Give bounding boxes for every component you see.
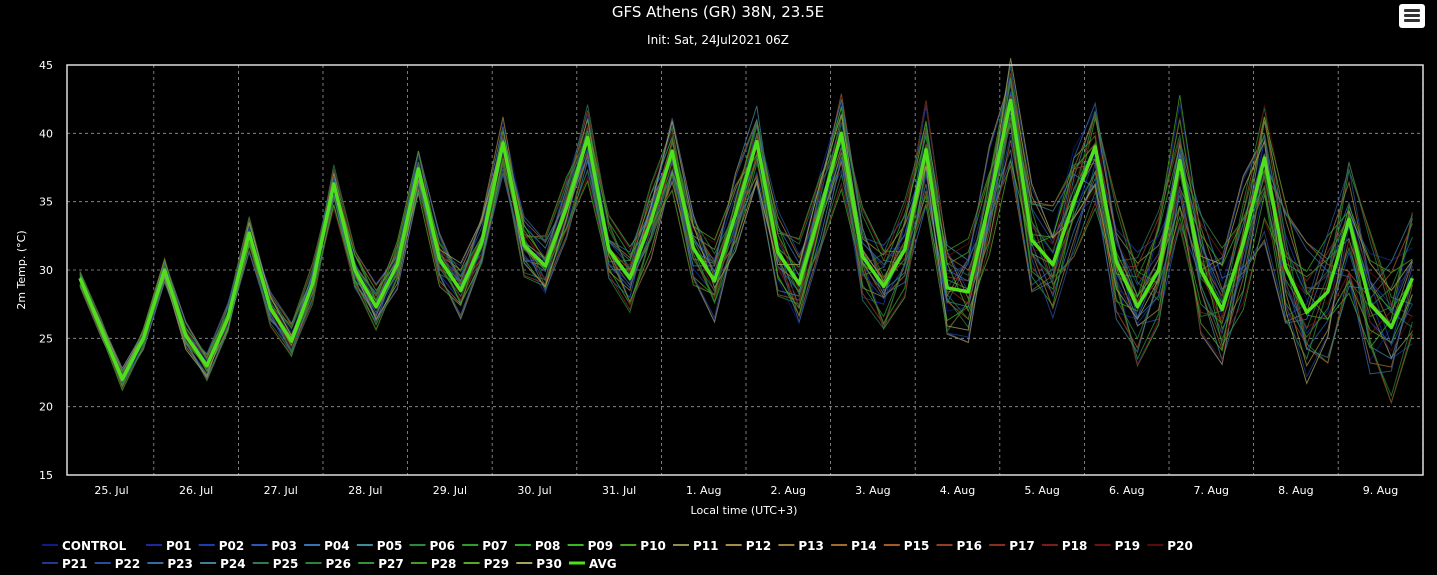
- series-line-p01: [79, 90, 1413, 387]
- plot-frame: [66, 64, 1424, 476]
- legend-item-p19[interactable]: P19: [1115, 539, 1141, 553]
- legend-item-p05[interactable]: P05: [377, 539, 403, 553]
- x-tick-label: 4. Aug: [940, 484, 975, 497]
- legend-item-p18[interactable]: P18: [1062, 539, 1088, 553]
- legend-item-p20[interactable]: P20: [1167, 539, 1193, 553]
- legend-item-avg[interactable]: AVG: [589, 557, 617, 571]
- series-line-p24: [79, 99, 1413, 380]
- x-tick-label: 26. Jul: [179, 484, 213, 497]
- legend-item-p01[interactable]: P01: [166, 539, 192, 553]
- legend-item-p15[interactable]: P15: [904, 539, 930, 553]
- y-tick-label: 40: [39, 127, 53, 140]
- x-tick-label: 25. Jul: [94, 484, 128, 497]
- hamburger-icon: [1404, 9, 1420, 12]
- x-tick-label: 1. Aug: [686, 484, 721, 497]
- legend-item-p26[interactable]: P26: [326, 557, 352, 571]
- legend-item-p11[interactable]: P11: [693, 539, 719, 553]
- legend-item-p21[interactable]: P21: [62, 557, 88, 571]
- legend-item-p28[interactable]: P28: [431, 557, 457, 571]
- legend-item-p22[interactable]: P22: [115, 557, 141, 571]
- x-tick-label: 7. Aug: [1194, 484, 1229, 497]
- y-tick-label: 30: [39, 264, 53, 277]
- x-tick-label: 9. Aug: [1363, 484, 1398, 497]
- series-line-avg: [78, 98, 1415, 382]
- x-tick-label: 6. Aug: [1109, 484, 1144, 497]
- x-tick-label: 3. Aug: [855, 484, 890, 497]
- y-axis-ticks: 15 20 25 30 35 40 45: [39, 59, 53, 482]
- x-tick-label: 31. Jul: [602, 484, 636, 497]
- legend-item-p03[interactable]: P03: [271, 539, 297, 553]
- chart-menu-button[interactable]: [1399, 4, 1425, 28]
- x-tick-label: 30. Jul: [517, 484, 551, 497]
- x-tick-label: 2. Aug: [771, 484, 806, 497]
- legend-item-p10[interactable]: P10: [640, 539, 666, 553]
- legend-item-p24[interactable]: P24: [220, 557, 246, 571]
- legend-item-p16[interactable]: P16: [957, 539, 983, 553]
- legend-item-p14[interactable]: P14: [851, 539, 877, 553]
- series-line-p28: [79, 119, 1413, 392]
- series-line-p27: [79, 78, 1413, 377]
- legend-item-p06[interactable]: P06: [430, 539, 456, 553]
- chart-subtitle: Init: Sat, 24Jul2021 06Z: [647, 33, 789, 47]
- y-tick-label: 15: [39, 469, 53, 482]
- legend-item-p09[interactable]: P09: [588, 539, 614, 553]
- legend-item-p04[interactable]: P04: [324, 539, 350, 553]
- x-tick-label: 29. Jul: [433, 484, 467, 497]
- legend-item-p02[interactable]: P02: [219, 539, 245, 553]
- legend: CONTROL P01 P02 P03 P04 P05 P06 P07 P08 P09 P10 P11…: [42, 539, 1193, 571]
- legend-item-p12[interactable]: P12: [746, 539, 772, 553]
- x-tick-label: 28. Jul: [348, 484, 382, 497]
- legend-item-p08[interactable]: P08: [535, 539, 561, 553]
- y-tick-label: 25: [39, 332, 53, 345]
- legend-item-control[interactable]: CONTROL: [62, 539, 127, 553]
- legend-item-p25[interactable]: P25: [273, 557, 299, 571]
- y-axis-label: 2m Temp. (°C): [15, 230, 28, 309]
- legend-item-p27[interactable]: P27: [378, 557, 404, 571]
- legend-item-p13[interactable]: P13: [798, 539, 824, 553]
- x-tick-label: 27. Jul: [264, 484, 298, 497]
- series-line-p30: [79, 58, 1413, 385]
- legend-item-p29[interactable]: P29: [484, 557, 510, 571]
- legend-item-p23[interactable]: P23: [167, 557, 193, 571]
- chart-title: GFS Athens (GR) 38N, 23.5E: [612, 3, 824, 21]
- series-line-p23: [79, 101, 1413, 384]
- legend-item-p17[interactable]: P17: [1009, 539, 1034, 553]
- y-tick-label: 20: [39, 401, 53, 414]
- series-lines: [78, 58, 1415, 405]
- legend-item-p07[interactable]: P07: [482, 539, 508, 553]
- y-tick-label: 35: [39, 196, 53, 209]
- x-axis-ticks: 25. Jul 26. Jul 27. Jul 28. Jul 29. Jul 30. J…: [94, 484, 1398, 497]
- x-axis-label: Local time (UTC+3): [691, 504, 798, 517]
- legend-item-p30[interactable]: P30: [536, 557, 562, 571]
- y-tick-label: 45: [39, 59, 53, 72]
- x-tick-label: 8. Aug: [1278, 484, 1313, 497]
- x-tick-label: 5. Aug: [1024, 484, 1059, 497]
